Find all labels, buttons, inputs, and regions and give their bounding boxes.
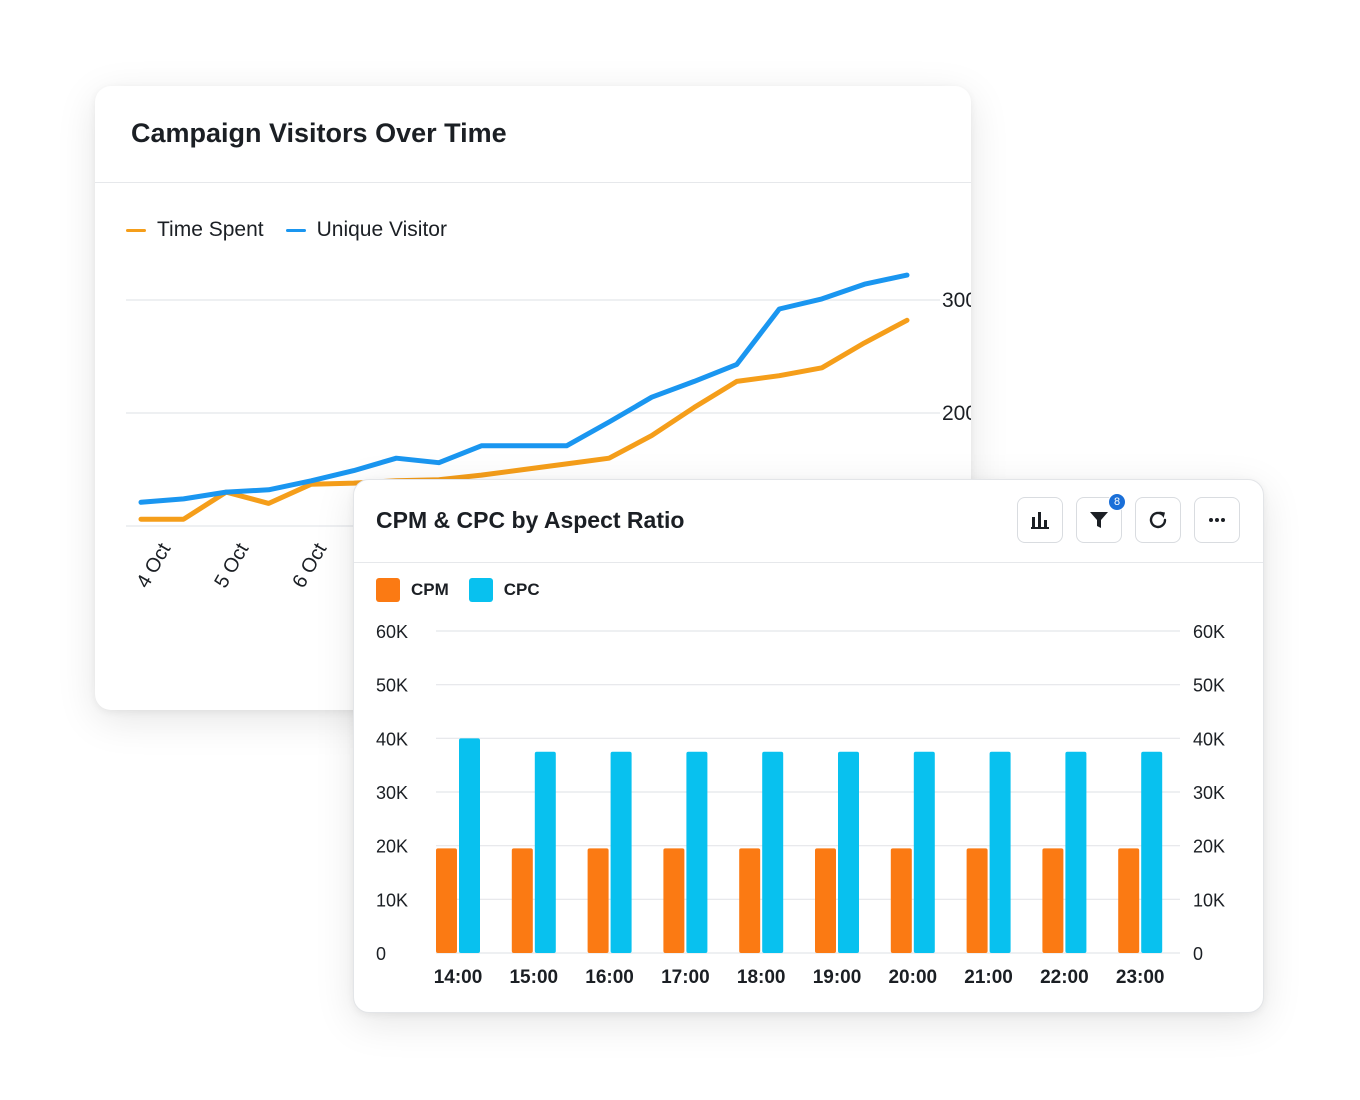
- refresh-icon: [1149, 511, 1167, 529]
- y-tick-label-right: 50K: [1193, 676, 1225, 696]
- bar-cpm: [436, 848, 457, 953]
- bar-cpc: [534, 751, 556, 953]
- legend-label-cpm: CPM: [411, 580, 449, 599]
- legend-label-unique-visitor: Unique Visitor: [316, 218, 447, 241]
- bar-cpc: [913, 751, 935, 953]
- legend-label-time-spent: Time Spent: [157, 218, 264, 241]
- series-line-unique-visitor: [138, 272, 910, 505]
- x-tick-label: 23:00: [1116, 967, 1165, 988]
- bar-chart-legend: CPM CPC: [376, 578, 540, 602]
- bar-cpm: [511, 848, 533, 953]
- legend-item-unique-visitor[interactable]: Unique Visitor: [285, 218, 447, 242]
- chart-type-button[interactable]: [1017, 497, 1063, 543]
- bar-chart-icon: [1031, 512, 1049, 529]
- bar-cpc: [686, 751, 708, 953]
- x-tick-label: 19:00: [813, 967, 862, 988]
- bar-chart-title: CPM & CPC by Aspect Ratio: [376, 507, 685, 533]
- y-tick-label-left: 50K: [376, 676, 408, 696]
- line-chart-title: Campaign Visitors Over Time: [131, 118, 507, 148]
- legend-item-time-spent[interactable]: Time Spent: [126, 218, 264, 242]
- refresh-button[interactable]: [1135, 497, 1181, 543]
- bar-cpm: [739, 848, 761, 953]
- bar-cpc: [459, 738, 480, 953]
- bar-cpm: [1118, 848, 1140, 953]
- legend-item-cpm[interactable]: CPM: [376, 578, 449, 602]
- y-tick-label-left: 40K: [376, 729, 408, 749]
- more-options-button[interactable]: [1194, 497, 1240, 543]
- x-tick-label: 17:00: [661, 967, 710, 988]
- bar-card-divider: [354, 562, 1263, 563]
- line-card-divider: [95, 182, 971, 183]
- y-tick-label-left: 10K: [376, 890, 408, 910]
- x-tick-label: 20:00: [888, 967, 937, 988]
- bar-cpm: [1042, 848, 1064, 953]
- bar-cpc: [762, 751, 784, 953]
- line-chart-legend: Time Spent Unique Visitor: [126, 218, 447, 242]
- bar-cpm: [663, 848, 685, 953]
- filter-icon: [1090, 512, 1108, 528]
- y-tick-label: 300: [942, 289, 971, 312]
- series-line-time-spent: [138, 317, 910, 522]
- cpm-cpc-card: CPM & CPC by Aspect Ratio 8: [353, 479, 1264, 1013]
- y-tick-label-right: 20K: [1193, 837, 1225, 857]
- bar-chart: 0 0 10K 10K 20K 20K 30K 30K 40K 40K 50K 50K 60K 60K 14…: [376, 622, 1225, 988]
- x-tick-label: 16:00: [585, 967, 634, 988]
- x-tick-label: 22:00: [1040, 967, 1089, 988]
- y-tick-label-left: 30K: [376, 783, 408, 803]
- bar-cpc: [838, 751, 859, 953]
- time-spent-swatch: [126, 228, 146, 232]
- x-tick-label: 5 Oct: [210, 539, 253, 592]
- y-tick-label-right: 10K: [1193, 890, 1225, 910]
- y-tick-label-right: 40K: [1193, 729, 1225, 749]
- y-tick-label-right: 60K: [1193, 622, 1225, 642]
- bar-cpm: [890, 848, 912, 953]
- bar-cpc: [610, 751, 632, 953]
- unique-visitor-swatch: [285, 228, 306, 232]
- bar-cpc: [1141, 751, 1163, 953]
- bar-cpm: [815, 848, 836, 953]
- legend-label-cpc: CPC: [503, 580, 540, 599]
- y-tick-label-right: 30K: [1193, 783, 1225, 803]
- x-tick-label: 21:00: [964, 967, 1013, 988]
- x-tick-label: 18:00: [737, 967, 786, 988]
- cpm-swatch: [376, 578, 400, 602]
- filter-count-badge: 8: [1108, 493, 1126, 511]
- filter-button[interactable]: 8: [1076, 493, 1126, 543]
- cpc-swatch: [468, 578, 493, 602]
- y-tick-label: 200: [942, 402, 971, 425]
- bar-cpc: [1065, 751, 1087, 953]
- bar-cpc: [989, 751, 1011, 953]
- x-tick-label: 4 Oct: [132, 539, 175, 592]
- y-tick-label-left: 20K: [376, 837, 408, 857]
- y-tick-label-right: 0: [1193, 944, 1203, 964]
- more-icon: [1209, 518, 1225, 522]
- bar-cpm: [966, 848, 988, 953]
- x-tick-label: 14:00: [434, 967, 483, 988]
- y-tick-label-left: 0: [376, 944, 386, 964]
- card-toolbar: 8: [1017, 493, 1240, 543]
- legend-item-cpc[interactable]: CPC: [468, 578, 540, 602]
- x-tick-label: 6 Oct: [288, 539, 331, 592]
- bar-cpm: [587, 848, 609, 953]
- x-tick-label: 15:00: [509, 967, 558, 988]
- y-tick-label-left: 60K: [376, 622, 408, 642]
